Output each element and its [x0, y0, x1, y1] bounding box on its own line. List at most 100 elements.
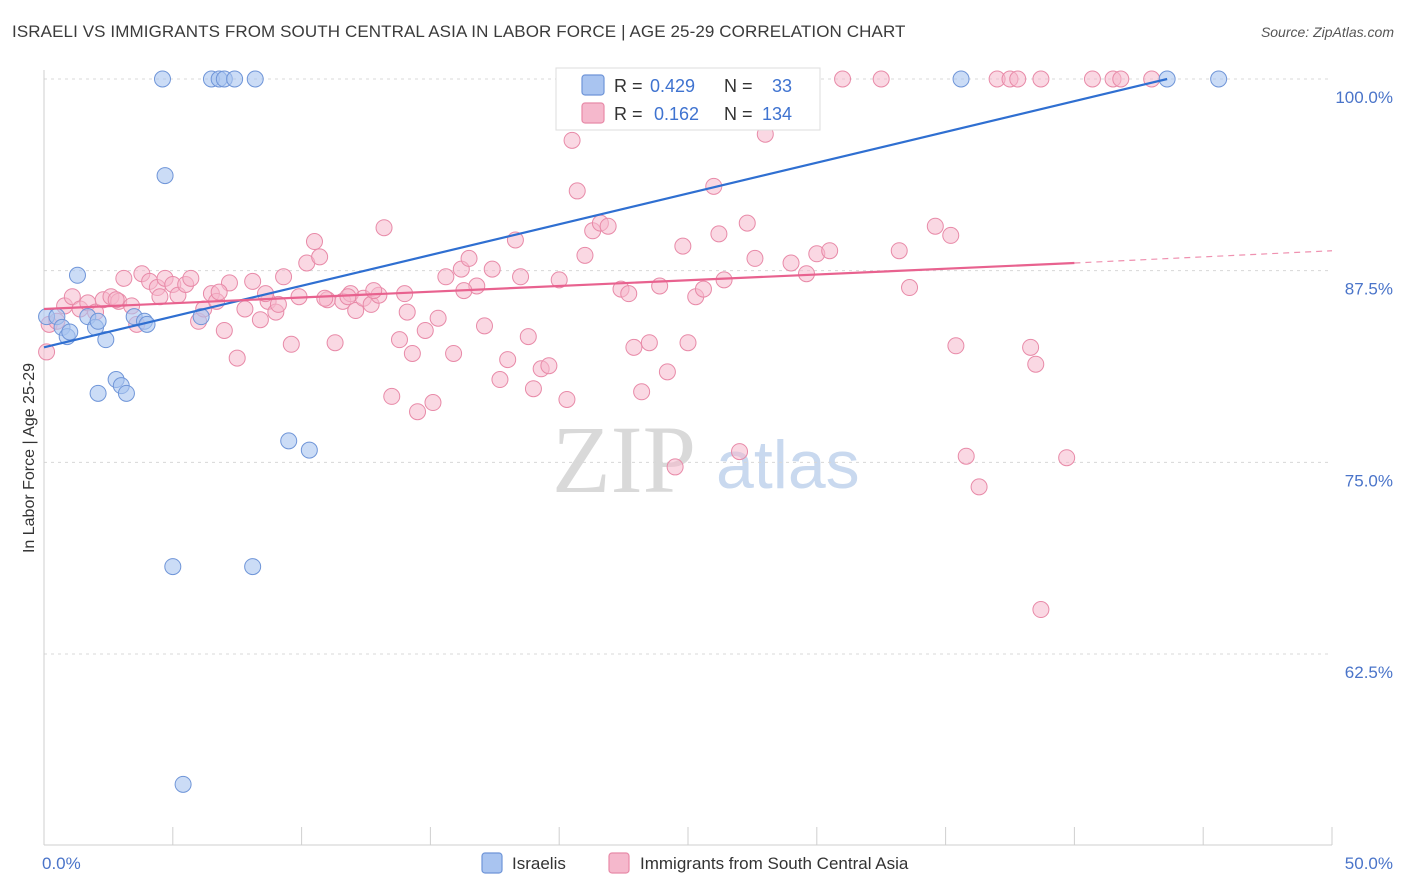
sca-point [640, 334, 658, 352]
sca-point [524, 380, 542, 398]
sca-point [519, 328, 537, 346]
legend-swatch-sca [581, 102, 605, 124]
sca-trend-extension [1074, 250, 1333, 264]
sca-point [710, 225, 728, 243]
sca-point [576, 246, 594, 264]
chart-title: ISRAELI VS IMMIGRANTS FROM SOUTH CENTRAL… [12, 22, 906, 41]
sca-point [398, 303, 416, 321]
sca-point [210, 283, 228, 301]
legend-r-label-1: R = [614, 76, 643, 96]
y-tick-label: 100.0% [1335, 88, 1393, 107]
sca-point [872, 70, 890, 88]
israelis-point [153, 70, 171, 88]
bottom-legend-swatch-sca [608, 852, 630, 874]
sca-point [215, 321, 233, 339]
sca-point [429, 309, 447, 327]
watermark-atlas: atlas [716, 427, 860, 503]
sca-point [625, 338, 643, 356]
sca-point [782, 254, 800, 272]
sca-point [244, 272, 262, 290]
sca-point [947, 337, 965, 355]
israelis-point [156, 167, 174, 185]
sca-point [658, 363, 676, 381]
legend-r-value-1: 0.429 [650, 76, 695, 96]
sca-point [228, 349, 246, 367]
sca-point [460, 249, 478, 267]
israelis-point [89, 384, 107, 402]
x-tick-label-max: 50.0% [1345, 854, 1393, 873]
legend-swatch-israelis [581, 74, 605, 96]
y-axis-label: In Labor Force | Age 25-29 [21, 363, 38, 553]
israelis-point [952, 70, 970, 88]
israelis-point [89, 312, 107, 330]
x-tick-label-min: 0.0% [42, 854, 81, 873]
sca-point [731, 443, 749, 461]
sca-point [38, 343, 56, 361]
sca-point [1022, 338, 1040, 356]
sca-point [269, 295, 287, 313]
sca-point [445, 344, 463, 362]
series-israelis [38, 70, 1228, 793]
israelis-point [117, 384, 135, 402]
israelis-point [226, 70, 244, 88]
sca-point [738, 214, 756, 232]
sca-point [409, 403, 427, 421]
sca-point [746, 249, 764, 267]
sca-point [970, 478, 988, 496]
legend-n-value-1: 33 [772, 76, 792, 96]
israelis-point [61, 323, 79, 341]
sca-point [568, 182, 586, 200]
israelis-point [68, 266, 86, 284]
legend-r-value-2: 0.162 [654, 104, 699, 124]
sca-point [1032, 601, 1050, 619]
israelis-point [1210, 70, 1228, 88]
israelis-point [246, 70, 264, 88]
sca-point [1058, 449, 1076, 467]
bottom-legend-swatch-israelis [481, 852, 503, 874]
israelis-point [244, 558, 262, 576]
sca-point [599, 217, 617, 235]
sca-point [901, 279, 919, 297]
sca-point [890, 242, 908, 260]
sca-point [424, 394, 442, 412]
sca-point [1083, 70, 1101, 88]
sca-point [390, 331, 408, 349]
sca-point [375, 219, 393, 237]
y-tick-label: 75.0% [1345, 471, 1393, 490]
sca-point [437, 268, 455, 286]
correlation-legend: R = 0.429 N = 33 R = 0.162 N = 134 [555, 67, 821, 131]
sca-point [311, 248, 329, 266]
sca-point [115, 269, 133, 287]
sca-point [633, 383, 651, 401]
sca-point [491, 371, 509, 389]
sca-point [305, 233, 323, 251]
sca-point [383, 387, 401, 405]
sca-point [316, 289, 334, 307]
sca-point [347, 302, 365, 320]
legend-r-label-2: R = [614, 104, 643, 124]
sca-point [821, 242, 839, 260]
sca-point [550, 271, 568, 289]
israelis-trend-line [43, 77, 1168, 349]
israelis-point [300, 441, 318, 459]
sca-point [1027, 355, 1045, 373]
sca-point [483, 260, 501, 278]
y-tick-labels: 100.0% 87.5% 75.0% 62.5% [1335, 88, 1393, 682]
x-axis-ticks [172, 827, 1333, 845]
sca-point [107, 291, 125, 309]
sca-point [475, 317, 493, 335]
sca-point [834, 70, 852, 88]
sca-point [282, 335, 300, 353]
bottom-legend-label-israelis: Israelis [512, 854, 566, 873]
legend-n-label-1: N = [724, 76, 753, 96]
bottom-legend-label-sca: Immigrants from South Central Asia [640, 854, 909, 873]
sca-point [942, 226, 960, 244]
sca-point [1112, 70, 1130, 88]
source-credit: Source: ZipAtlas.com [1260, 24, 1394, 40]
y-tick-label: 62.5% [1345, 663, 1393, 682]
sca-point [403, 344, 421, 362]
sca-point [558, 390, 576, 408]
watermark: ZIP atlas [552, 406, 860, 513]
sca-point [694, 280, 712, 298]
